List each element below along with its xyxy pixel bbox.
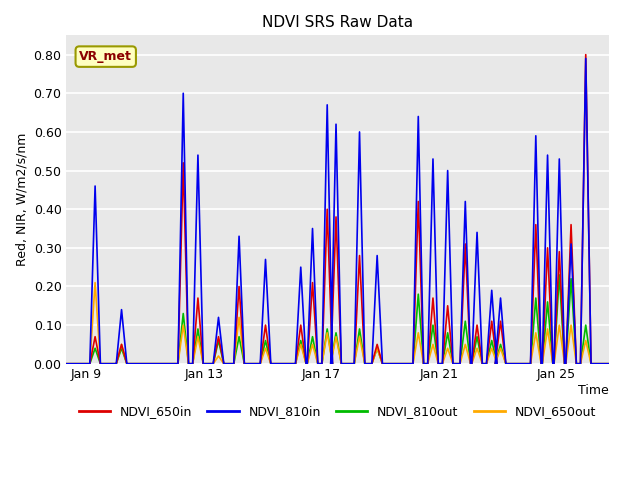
Y-axis label: Red, NIR, W/m2/s/nm: Red, NIR, W/m2/s/nm	[15, 133, 28, 266]
Title: NDVI SRS Raw Data: NDVI SRS Raw Data	[262, 15, 413, 30]
Text: VR_met: VR_met	[79, 50, 132, 63]
X-axis label: Time: Time	[579, 384, 609, 396]
Legend: NDVI_650in, NDVI_810in, NDVI_810out, NDVI_650out: NDVI_650in, NDVI_810in, NDVI_810out, NDV…	[74, 400, 601, 423]
